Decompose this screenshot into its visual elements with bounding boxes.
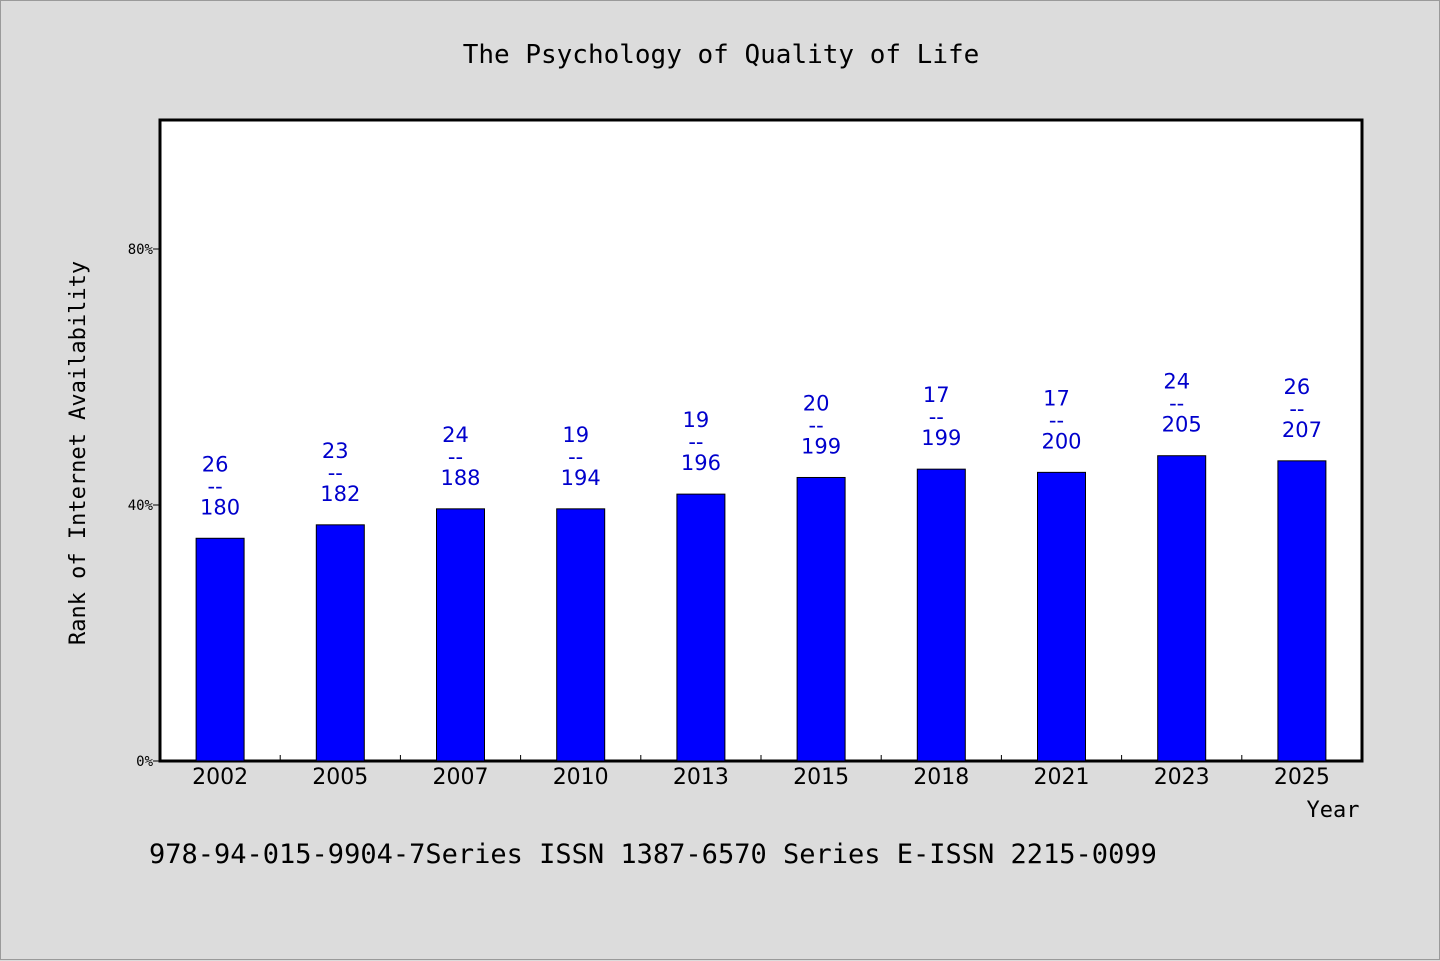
bar-2025 xyxy=(1277,460,1327,762)
data-labels-group: 26--18023--18224--18819--19419--19620--1… xyxy=(200,370,1322,520)
footer-isbn-text: 978-94-015-9904-7Series ISSN 1387-6570 S… xyxy=(149,839,1157,870)
data-label-2002-total: 180 xyxy=(200,495,240,519)
x-axis-label: Year xyxy=(1307,798,1360,823)
x-axis-ticks: 2002 2005 2007 2010 2013 2015 2018 2021 2023 2025 xyxy=(192,755,1330,790)
x-tick-label-2025: 2025 xyxy=(1274,765,1330,790)
bar-2021 xyxy=(1037,471,1086,762)
bar-2010 xyxy=(556,508,606,762)
y-tick-label-80: 80% xyxy=(128,242,154,258)
data-label-2013-separator: -- xyxy=(688,430,703,454)
data-label-2025-separator: -- xyxy=(1289,397,1304,421)
data-label-2018-rank: 17 xyxy=(923,383,950,407)
y-axis-ticks: 0% 40% 80% xyxy=(128,242,160,770)
data-label-2018-separator: -- xyxy=(929,405,944,429)
y-axis-label: Rank of Internet Availability xyxy=(66,261,91,645)
data-label-2023-total: 205 xyxy=(1162,413,1202,437)
data-label-2013-rank: 19 xyxy=(683,408,710,432)
x-tick-label-2010: 2010 xyxy=(553,765,609,790)
x-tick-label-2021: 2021 xyxy=(1034,765,1090,790)
bar-2007 xyxy=(436,508,485,762)
data-label-2025-rank: 26 xyxy=(1284,375,1311,399)
bar-2015 xyxy=(796,476,846,762)
data-label-2023-separator: -- xyxy=(1169,392,1184,416)
data-label-2021-rank: 17 xyxy=(1043,386,1070,410)
data-label-2015-rank: 20 xyxy=(803,391,830,415)
bar-2023 xyxy=(1157,455,1207,762)
data-label-2002-separator: -- xyxy=(208,474,223,498)
y-tick-label-0: 0% xyxy=(136,754,153,770)
data-label-2005-separator: -- xyxy=(328,461,343,485)
data-label-2010-separator: -- xyxy=(568,445,583,469)
data-label-2002-rank: 26 xyxy=(202,452,229,476)
bar-2002 xyxy=(195,537,245,762)
data-label-2005-rank: 23 xyxy=(322,439,349,463)
data-label-2005-total: 182 xyxy=(320,482,360,506)
x-tick-label-2018: 2018 xyxy=(913,765,969,790)
bar-2013 xyxy=(676,493,726,762)
data-label-2010-rank: 19 xyxy=(562,423,589,447)
x-tick-label-2023: 2023 xyxy=(1154,765,1210,790)
x-tick-label-2015: 2015 xyxy=(793,765,849,790)
y-tick-label-40: 40% xyxy=(128,498,154,514)
data-label-2007-total: 188 xyxy=(440,466,480,490)
x-tick-label-2007: 2007 xyxy=(433,765,489,790)
chart-title: The Psychology of Quality of Life xyxy=(463,40,980,70)
x-tick-label-2005: 2005 xyxy=(312,765,368,790)
data-label-2023-rank: 24 xyxy=(1163,370,1190,394)
data-label-2007-separator: -- xyxy=(448,445,463,469)
data-label-2025-total: 207 xyxy=(1282,418,1322,442)
data-label-2021-separator: -- xyxy=(1049,408,1064,432)
bar-2005 xyxy=(315,524,365,762)
data-label-2018-total: 199 xyxy=(921,426,961,450)
bars-group xyxy=(195,455,1327,762)
data-label-2021-total: 200 xyxy=(1041,429,1081,453)
data-label-2010-total: 194 xyxy=(561,466,601,490)
x-tick-label-2002: 2002 xyxy=(192,765,248,790)
data-label-2015-total: 199 xyxy=(801,434,841,458)
bar-2018 xyxy=(916,468,966,762)
data-label-2015-separator: -- xyxy=(809,413,824,437)
data-label-2013-total: 196 xyxy=(681,451,721,475)
x-tick-label-2013: 2013 xyxy=(673,765,729,790)
data-label-2007-rank: 24 xyxy=(442,423,469,447)
